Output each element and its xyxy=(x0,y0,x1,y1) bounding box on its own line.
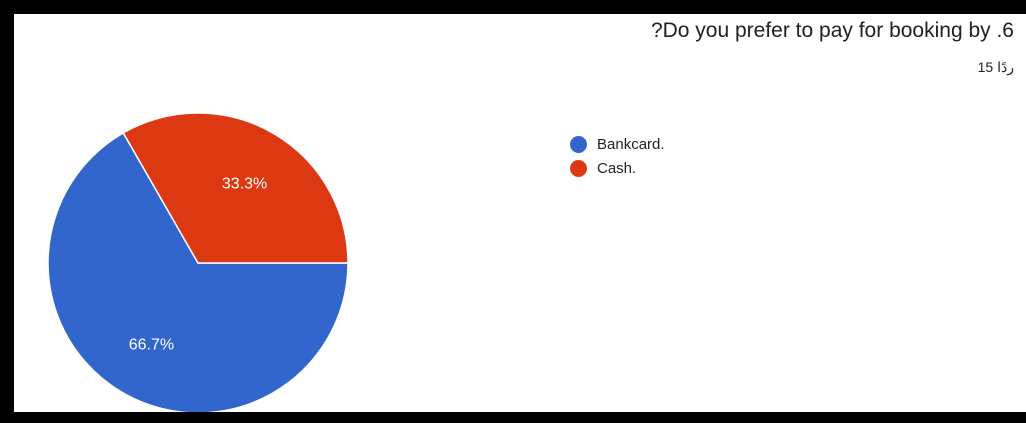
legend-swatch-cash xyxy=(570,159,587,177)
pie-slice-cash[interactable] xyxy=(122,112,349,264)
chart-legend: Bankcard. Cash. xyxy=(570,132,665,180)
slice-label-bankcard: 66.7% xyxy=(129,336,174,353)
legend-label-bankcard: Bankcard. xyxy=(597,135,665,153)
chart-title: ?Do you prefer to pay for booking by .6 xyxy=(650,19,1014,42)
response-count: 15 ردًا xyxy=(977,59,1014,75)
legend-label-cash: Cash. xyxy=(597,159,637,177)
chart-card: ?Do you prefer to pay for booking by .6 … xyxy=(14,14,1026,412)
legend-swatch-bankcard xyxy=(570,135,587,153)
pie-chart: 66.7% 33.3% xyxy=(47,112,349,412)
pie-slice-bankcard[interactable] xyxy=(47,131,349,412)
slice-label-cash: 33.3% xyxy=(222,176,267,193)
legend-item-bankcard[interactable]: Bankcard. xyxy=(570,132,665,156)
legend-item-cash[interactable]: Cash. xyxy=(570,156,665,180)
